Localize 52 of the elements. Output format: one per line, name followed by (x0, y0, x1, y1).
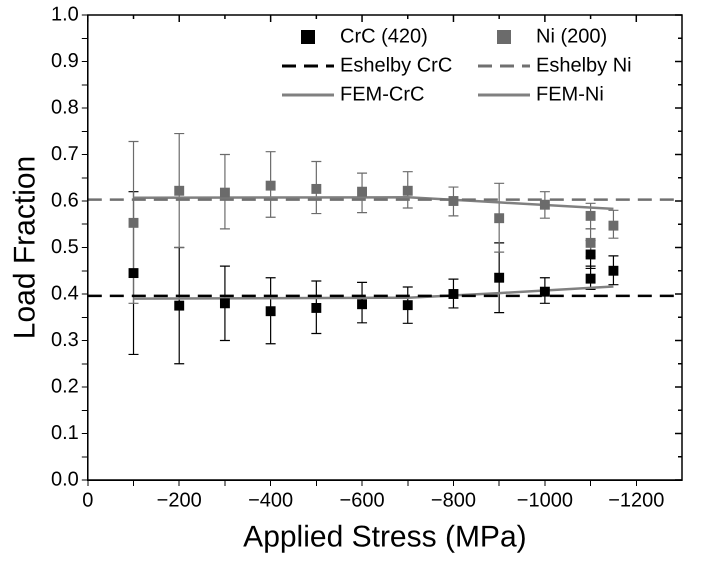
x-axis-title: Applied Stress (MPa) (243, 520, 527, 554)
point (402, 300, 413, 310)
point (608, 220, 618, 231)
legend-label: CrC (420) (340, 26, 428, 48)
y-tick-label: 0.6 (50, 190, 79, 212)
legend-label: Eshelby Ni (536, 54, 632, 77)
legend-label: FEM-Ni (536, 84, 604, 106)
y-tick-label: 0.3 (50, 329, 79, 352)
point (220, 188, 230, 198)
y-tick-label: 0.1 (50, 422, 79, 444)
legend-label: FEM-CrC (340, 84, 424, 106)
y-tick-label: 0.7 (50, 143, 79, 166)
y-tick-label: 0.2 (50, 376, 79, 398)
point (448, 289, 458, 299)
point (311, 303, 322, 313)
point (586, 210, 596, 221)
point (266, 180, 276, 191)
point (586, 250, 596, 260)
point (586, 274, 596, 284)
x-tick-label: −1000 (516, 490, 573, 512)
point (357, 186, 367, 197)
point (174, 300, 184, 311)
y-tick-label: 0.0 (50, 468, 79, 491)
point (402, 186, 413, 196)
point (540, 200, 550, 210)
y-tick-label: 0.5 (50, 236, 79, 258)
y-tick-label: 1.0 (50, 4, 79, 26)
point (266, 306, 276, 316)
y-axis-title: Load Fraction (8, 156, 42, 340)
x-tick-label: −1200 (608, 490, 664, 512)
x-tick-label: −400 (248, 490, 294, 512)
point (357, 299, 367, 310)
point (540, 286, 550, 297)
point (220, 298, 230, 308)
point (448, 196, 458, 206)
point (174, 186, 184, 196)
legend-label: Eshelby CrC (340, 54, 452, 77)
point (494, 213, 504, 224)
point (494, 272, 504, 283)
legend-label: Ni (200) (536, 26, 608, 48)
y-tick-label: 0.8 (50, 96, 79, 119)
point (311, 184, 322, 194)
point (128, 218, 138, 228)
x-tick-label: −600 (340, 490, 385, 512)
x-tick-label: 0 (82, 490, 94, 512)
y-tick-label: 0.9 (50, 50, 79, 72)
point (586, 238, 596, 248)
point (608, 266, 618, 276)
point (128, 268, 138, 278)
x-tick-label: −800 (430, 490, 476, 512)
y-tick-label: 0.4 (50, 282, 79, 305)
x-tick-label: −200 (156, 490, 202, 512)
